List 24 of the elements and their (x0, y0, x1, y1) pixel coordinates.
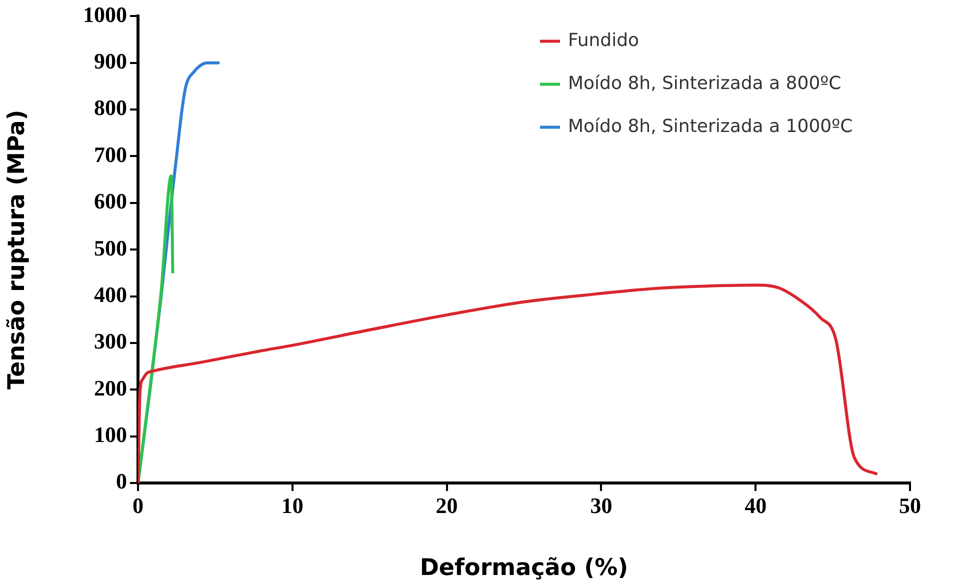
y-tick-label: 700 (94, 142, 127, 167)
legend-label: Fundido (568, 30, 640, 51)
x-tick-label: 40 (744, 492, 767, 518)
y-tick-label: 200 (94, 375, 127, 400)
legend-label: Moído 8h, Sinterizada a 800ºC (568, 72, 842, 94)
legend-label: Moído 8h, Sinterizada a 1000ºC (568, 116, 853, 137)
y-axis-title: Tensão ruptura (MPa) (4, 110, 30, 390)
x-tick-label: 10 (281, 492, 304, 518)
x-tick-label: 50 (899, 492, 921, 518)
line-series (138, 174, 174, 483)
x-tick-label: 20 (436, 492, 458, 518)
y-tick-label: 800 (94, 95, 127, 120)
y-tick-label: 100 (94, 422, 127, 448)
y-tick-label: 600 (94, 188, 127, 214)
line-series (138, 284, 878, 483)
x-tick-label: 30 (590, 492, 612, 518)
x-tick-label: 0 (132, 492, 144, 518)
y-tick-label: 400 (94, 282, 127, 307)
y-tick-label: 500 (94, 235, 127, 260)
y-tick-label: 900 (94, 48, 127, 74)
y-tick-label: 1000 (83, 2, 127, 27)
x-axis-title: Deformação (%) (420, 555, 628, 582)
y-tick-label: 0 (116, 468, 127, 494)
y-tick-label: 300 (94, 328, 127, 354)
